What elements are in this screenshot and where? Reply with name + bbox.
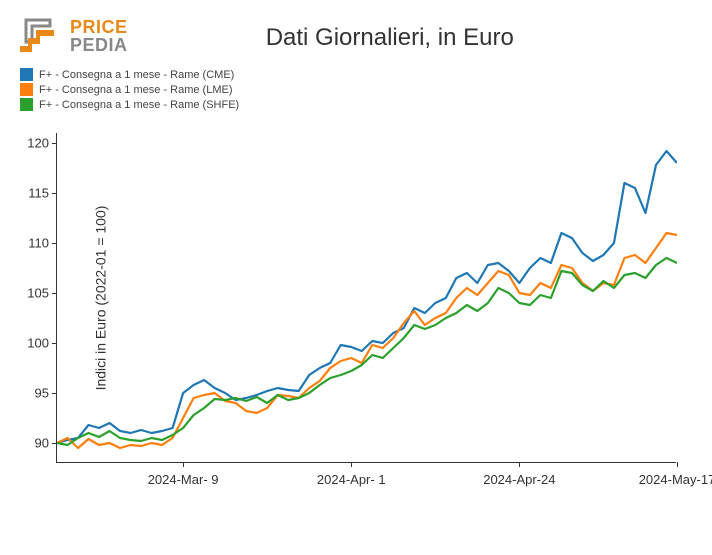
logo-text: PRICE PEDIA bbox=[70, 18, 128, 54]
legend: F+ - Consegna a 1 mese - Rame (CME) F+ -… bbox=[0, 62, 712, 119]
logo-line2: PEDIA bbox=[70, 36, 128, 54]
x-tick-label: 2024-May-17 bbox=[639, 462, 712, 487]
legend-swatch bbox=[20, 98, 33, 111]
legend-label: F+ - Consegna a 1 mese - Rame (LME) bbox=[39, 84, 233, 96]
series-line bbox=[57, 151, 677, 443]
logo-line1: PRICE bbox=[70, 18, 128, 36]
logo-mark-icon bbox=[20, 14, 64, 58]
logo: PRICE PEDIA bbox=[20, 14, 128, 58]
legend-item-shfe: F+ - Consegna a 1 mese - Rame (SHFE) bbox=[20, 98, 712, 111]
chart-area: Indici in Euro (2022-01 = 100) 909510010… bbox=[56, 133, 692, 463]
legend-item-lme: F+ - Consegna a 1 mese - Rame (LME) bbox=[20, 83, 712, 96]
chart-title: Dati Giornalieri, in Euro bbox=[128, 14, 692, 52]
plot: 90951001051101151202024-Mar- 92024-Apr- … bbox=[56, 133, 676, 463]
series-line bbox=[57, 258, 677, 445]
legend-swatch bbox=[20, 83, 33, 96]
series-line bbox=[57, 233, 677, 448]
legend-label: F+ - Consegna a 1 mese - Rame (CME) bbox=[39, 69, 234, 81]
lines-svg bbox=[57, 133, 677, 463]
header: PRICE PEDIA Dati Giornalieri, in Euro bbox=[0, 0, 712, 62]
legend-swatch bbox=[20, 68, 33, 81]
legend-label: F+ - Consegna a 1 mese - Rame (SHFE) bbox=[39, 99, 239, 111]
legend-item-cme: F+ - Consegna a 1 mese - Rame (CME) bbox=[20, 68, 712, 81]
